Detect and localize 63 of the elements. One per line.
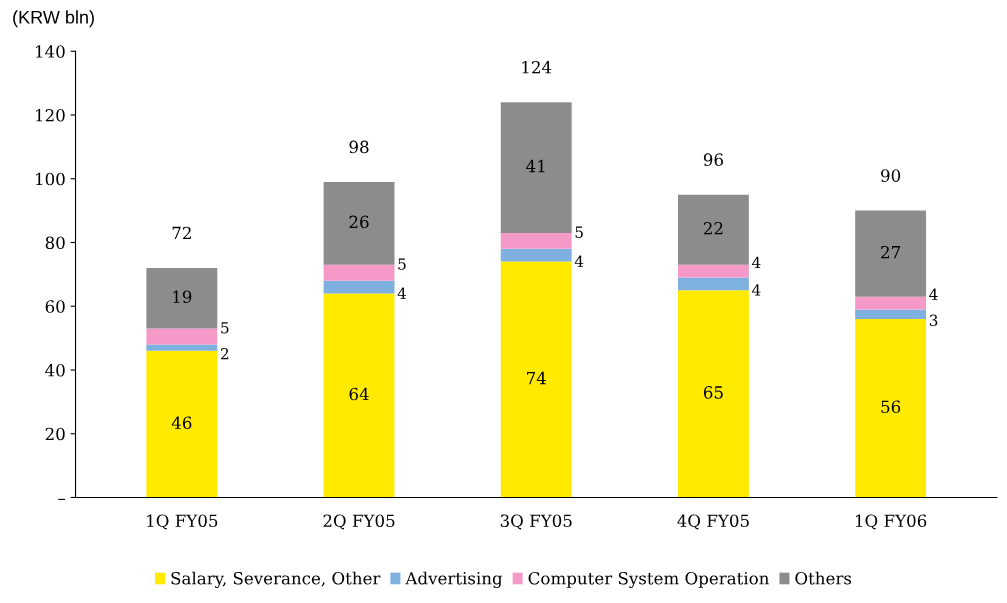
legend-label: Others [795,571,852,585]
bar [500,102,572,233]
y-tick-label: 60 [45,300,65,313]
data-label: 46 [171,416,192,429]
total-label: 96 [703,153,723,166]
data-label: 3 [929,314,938,327]
y-tick-label: 80 [45,236,65,250]
legend-label: Salary, Severance, Other [171,571,381,588]
bar [146,344,218,351]
x-tick-label: 3Q FY05 [500,514,572,530]
bar [500,248,572,262]
y-tick-label: 20 [45,427,65,441]
data-label: 64 [349,387,369,401]
legend-label: Computer System Operation [528,571,769,588]
data-label: 5 [575,226,583,238]
y-tick-label: 140 [36,45,65,58]
bar [855,309,927,319]
y-tick-label: 100 [36,172,65,186]
total-label: 90 [881,169,901,182]
data-label: 4 [751,284,761,296]
x-tick-label: 1Q FY06 [855,514,927,530]
data-label: 4 [574,255,584,267]
data-label: 4 [929,288,938,300]
bar [323,181,395,265]
bar [323,280,395,294]
y-axis-title: (KRW bln) [13,10,94,28]
y-tick-label: 40 [45,363,65,377]
bar [323,264,395,281]
bar [323,293,395,498]
bar [146,350,218,498]
bar [500,261,572,498]
bar [855,318,927,498]
total-label: 124 [522,60,552,74]
total-label: 98 [349,140,369,154]
x-tick-label: 4Q FY05 [677,514,749,530]
y-tick-label: – [58,498,66,500]
bar [146,267,218,329]
bar [855,296,927,310]
data-label: 22 [703,221,723,235]
data-label: 2 [220,347,229,360]
bar [677,264,749,278]
data-label: 4 [397,287,407,299]
data-label: 5 [221,322,229,334]
bar [855,210,927,297]
data-label: 27 [881,245,901,259]
bar [677,194,749,265]
data-label: 4 [751,256,761,268]
bar [677,277,749,291]
bar [677,290,749,498]
data-label: 5 [398,258,406,270]
data-label: 74 [527,371,546,385]
data-label: 19 [173,290,192,304]
x-tick-label: 2Q FY05 [323,514,395,530]
data-label: 41 [526,159,545,173]
total-label: 72 [172,226,191,240]
legend-label: Advertising [405,571,503,588]
bar [146,328,218,345]
data-label: 26 [349,215,369,229]
data-label: 65 [703,386,723,399]
y-tick-label: 120 [36,108,65,122]
bar [500,232,572,249]
x-tick-label: 1Q FY05 [147,514,218,530]
data-label: 56 [881,400,901,414]
